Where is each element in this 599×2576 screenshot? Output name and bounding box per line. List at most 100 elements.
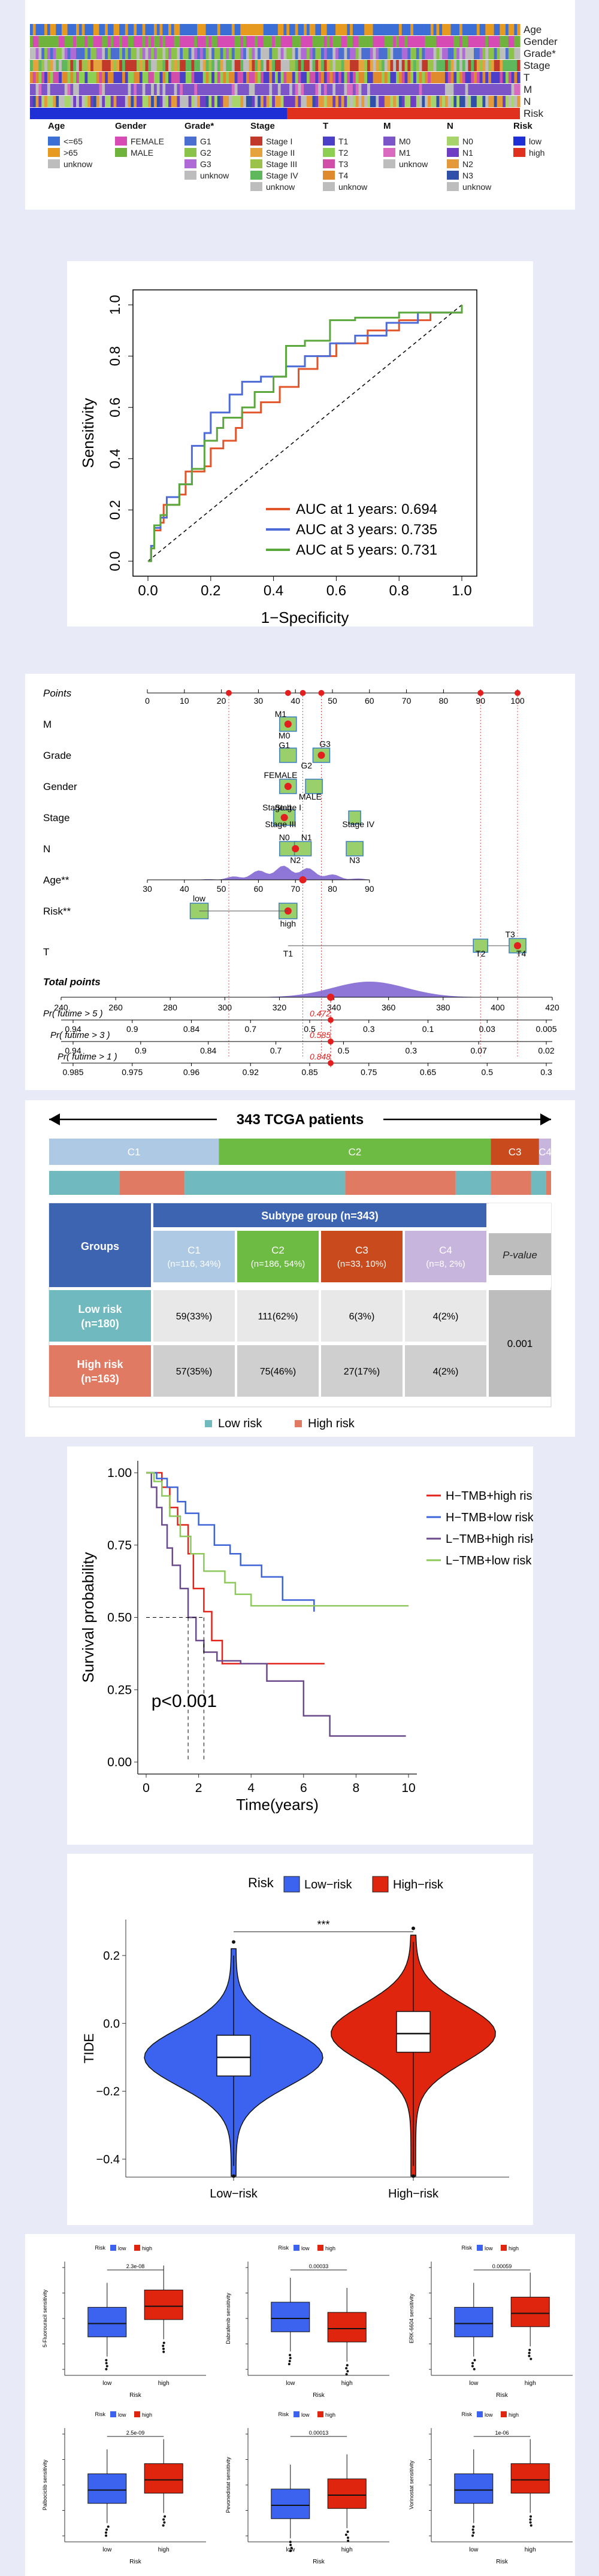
heatmap-cell <box>275 96 279 107</box>
heatmap-cell <box>379 24 382 35</box>
stage-box <box>273 809 296 826</box>
group-cell <box>49 1290 151 1342</box>
heatmap-cell <box>258 72 261 83</box>
heatmap-cell <box>387 72 391 83</box>
legend-swatch <box>323 148 335 157</box>
heatmap-cell <box>81 60 86 71</box>
heatmap-cell <box>382 72 385 83</box>
subtype-col-n: (n=33, 10%) <box>337 1259 386 1269</box>
heatmap-cell <box>323 60 328 71</box>
x-tick-label: 8 <box>353 1781 360 1795</box>
heatmap-cell <box>234 84 238 95</box>
heatmap-cell <box>211 72 215 83</box>
legend-swatch <box>513 137 525 146</box>
heatmap-cell <box>122 36 126 47</box>
legend-swatch <box>447 159 459 168</box>
heatmap-cell <box>379 96 382 107</box>
heatmap-cell <box>156 48 161 59</box>
heatmap-cell <box>286 48 290 59</box>
heatmap-cell <box>301 60 304 71</box>
legend-swatch <box>134 2411 140 2417</box>
heatmap-cell <box>246 36 250 47</box>
y-axis-label: Dabrafenib sensitivity <box>225 2293 231 2344</box>
heatmap-track-label: Grade* <box>524 48 556 59</box>
heatmap-cell <box>174 48 177 59</box>
heatmap-cell <box>479 36 483 47</box>
heatmap-cell <box>229 72 232 83</box>
heatmap-cell <box>87 24 91 35</box>
significance-pvalue: 2.3e-08 <box>126 2263 145 2269</box>
heatmap-cell <box>361 84 365 95</box>
heatmap-cell <box>344 24 347 35</box>
tide-violin-chart: Risk Low−risk High−risk0.20.0−0.2−0.4TIDEL… <box>81 1875 509 2200</box>
legend-title: Risk <box>95 2411 106 2417</box>
heatmap-cell <box>482 60 486 71</box>
heatmap-cell <box>165 72 169 83</box>
heatmap-cell <box>258 96 261 107</box>
heatmap-cell <box>243 96 247 107</box>
heatmap-cell <box>344 96 347 107</box>
heatmap-cell <box>494 96 498 107</box>
heatmap-cell <box>404 72 408 83</box>
heatmap-cell <box>275 60 279 71</box>
legend-item-label: N3 <box>462 171 473 180</box>
heatmap-cell <box>326 72 331 83</box>
heatmap-cell <box>335 84 339 95</box>
stage-label: Stage III <box>265 819 296 829</box>
heatmap-cell <box>442 84 446 95</box>
heatmap-cell <box>223 60 226 71</box>
legend-group-title: Gender <box>115 121 147 131</box>
heatmap-cell <box>338 84 342 95</box>
outlier <box>530 2357 533 2360</box>
heatmap-cell <box>352 72 356 83</box>
heatmap-cell <box>350 84 353 95</box>
heatmap-cell <box>462 48 466 59</box>
heatmap-cell <box>474 96 477 107</box>
legend-swatch <box>477 2245 483 2251</box>
heatmap-cell <box>73 72 77 83</box>
heatmap-cell <box>269 96 273 107</box>
heatmap-cell <box>361 36 365 47</box>
x-tick-label: high <box>158 2380 170 2387</box>
heatmap-cell <box>208 60 212 71</box>
outlier <box>162 2518 165 2521</box>
heatmap-cell <box>286 24 290 35</box>
subtype-bar-segment <box>49 1139 219 1165</box>
heatmap-cell <box>433 36 437 47</box>
heatmap-cell <box>277 72 282 83</box>
legend-item-label: N0 <box>462 137 473 146</box>
heatmap-cell <box>252 48 255 59</box>
heatmap-cell <box>177 48 180 59</box>
heatmap-cell <box>105 72 108 83</box>
heatmap-cell <box>436 36 440 47</box>
heatmap-cell <box>326 48 331 59</box>
heatmap-cell <box>514 48 518 59</box>
heatmap-track-label: M <box>524 84 532 95</box>
heatmap-cell <box>159 96 163 107</box>
heatmap-cell <box>188 96 192 107</box>
heatmap-cell <box>263 36 267 47</box>
heatmap-cell <box>171 96 175 107</box>
heatmap-cell <box>223 72 226 83</box>
heatmap-cell <box>70 36 74 47</box>
heatmap-cell <box>105 24 108 35</box>
heatmap-cell <box>376 60 379 71</box>
heatmap-cell <box>53 24 56 35</box>
heatmap-cell <box>280 60 285 71</box>
heatmap-cell <box>246 24 250 35</box>
heatmap-cell <box>70 72 74 83</box>
heatmap-cell <box>81 84 86 95</box>
heatmap-cell <box>309 24 313 35</box>
heatmap-track-label: N <box>524 96 531 107</box>
table-cell-value: 4(2%) <box>433 1367 459 1377</box>
heatmap-cell <box>355 60 359 71</box>
heatmap-cell <box>237 24 241 35</box>
risk-strip-segment <box>455 1171 491 1195</box>
heatmap-cell <box>517 48 521 59</box>
heatmap-cell <box>142 84 146 95</box>
heatmap-cell <box>202 24 207 35</box>
heatmap-cell <box>456 24 460 35</box>
heatmap-cell <box>220 48 223 59</box>
box <box>510 2296 550 2327</box>
heatmap-cell <box>320 84 325 95</box>
